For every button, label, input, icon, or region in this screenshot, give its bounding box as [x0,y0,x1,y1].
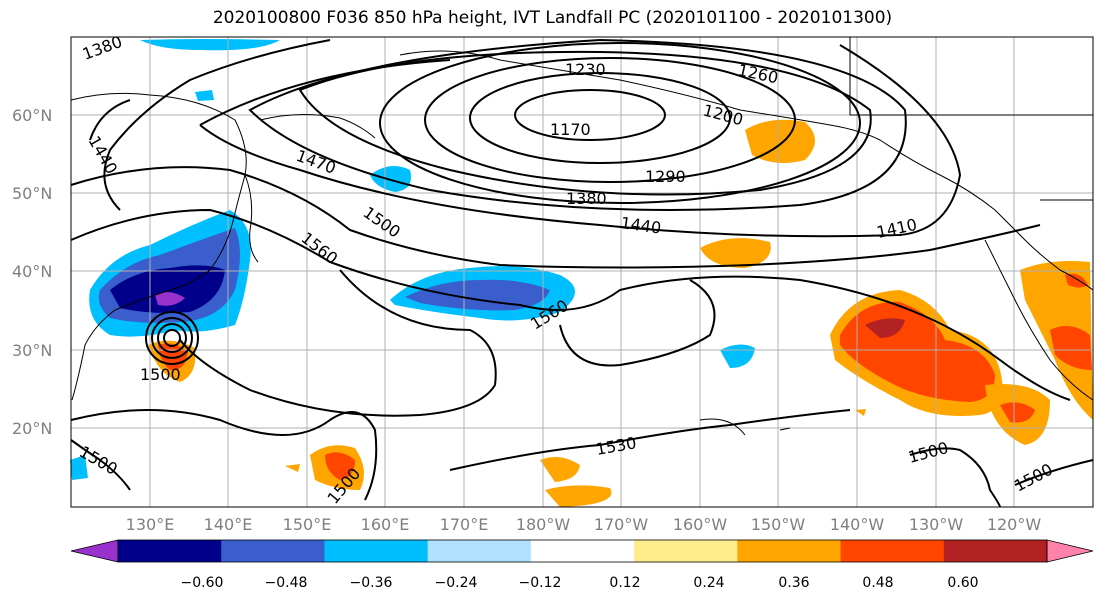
colorbar-extend-max [1046,539,1094,563]
lat-label: 40°N [12,262,52,281]
lon-label: 160°E [361,515,410,534]
longitude-labels: 130°E 140°E 150°E 160°E 170°E 180°W 170°… [126,515,1042,534]
ivt-shading [70,39,1093,507]
colorbar-tick: 0.12 [609,575,640,591]
colorbar-segment [324,540,429,562]
lat-label: 30°N [12,341,52,360]
lon-label: 170°W [594,515,649,534]
lon-label: 120°W [987,515,1042,534]
contour-label: 1500 [140,365,181,384]
colorbar-tick: −0.12 [519,575,562,591]
colorbar-tick: 0.48 [862,575,893,591]
lat-label: 20°N [12,419,52,438]
contour-label: 1290 [645,167,686,186]
contour-label: 1380 [566,189,607,208]
lat-label: 50°N [12,184,52,203]
colorbar-tick: −0.48 [265,575,308,591]
lon-label: 130°E [126,515,175,534]
colorbar-extend-min [70,539,119,563]
lon-label: 160°W [673,515,728,534]
colorbar-segment [943,540,1048,562]
colorbar-segment [118,540,222,562]
colorbar-border [117,539,1048,563]
lon-label: 130°W [909,515,964,534]
colorbar-segment [221,540,325,562]
contour-label: 1230 [565,60,606,79]
colorbar-segment [530,540,635,562]
lon-label: 140°W [830,515,885,534]
colorbar-tick: 0.60 [947,575,978,591]
lat-label: 60°N [12,106,52,125]
colorbar-tick: −0.24 [435,575,478,591]
colorbar [70,539,1094,563]
colorbar-tick-labels: −0.60 −0.48 −0.36 −0.24 −0.12 0.12 0.24 … [181,575,979,591]
colorbar-segment [737,540,842,562]
colorbar-segment [634,540,738,562]
colorbar-tick: −0.36 [350,575,393,591]
contour-label: 1170 [550,120,591,139]
colorbar-segment [840,540,945,562]
lon-label: 140°E [204,515,253,534]
height-contours [70,38,1094,508]
colorbar-tick: −0.60 [181,575,224,591]
map-title: 2020100800 F036 850 hPa height, IVT Land… [212,8,893,28]
colorbar-segment [427,540,532,562]
lon-label: 150°E [283,515,332,534]
latitude-labels: 60°N 50°N 40°N 30°N 20°N [12,106,52,438]
map-frame [70,36,1094,508]
lon-label: 170°E [440,515,489,534]
lon-label: 150°W [751,515,806,534]
lon-label: 180°W [516,515,571,534]
coastlines [70,37,1094,436]
colorbar-tick: 0.36 [778,575,809,591]
colorbar-tick: 0.24 [693,575,724,591]
